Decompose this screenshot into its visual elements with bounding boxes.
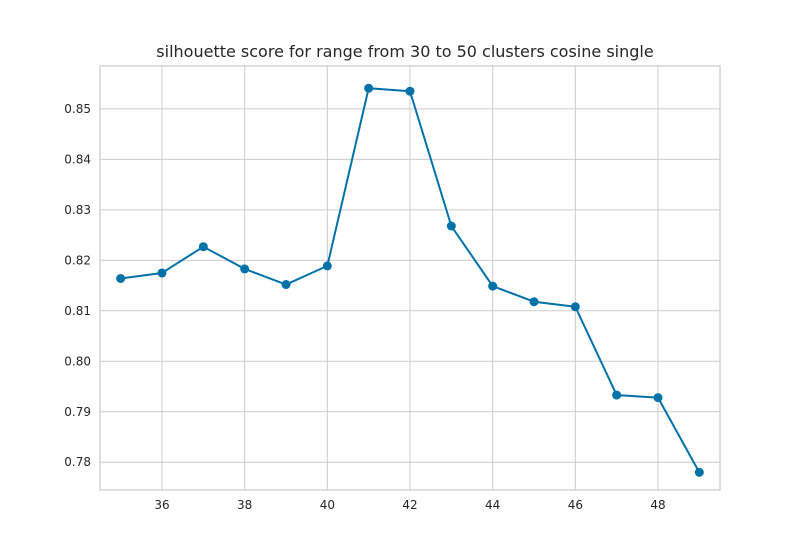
- data-point: [612, 390, 622, 400]
- x-tick-label: 40: [320, 498, 335, 512]
- data-point: [488, 281, 498, 291]
- x-tick-label: 48: [650, 498, 665, 512]
- data-point: [694, 467, 704, 477]
- chart-title: silhouette score for range from 30 to 50…: [156, 42, 653, 61]
- y-tick-label: 0.84: [64, 152, 91, 166]
- grid: [100, 66, 720, 490]
- y-tick-label: 0.79: [64, 405, 91, 419]
- x-tick-label: 44: [485, 498, 500, 512]
- y-tick-label: 0.81: [64, 304, 91, 318]
- x-tick-label: 46: [568, 498, 583, 512]
- data-point: [570, 302, 580, 312]
- y-tick-label: 0.85: [64, 102, 91, 116]
- axes-frame: [99, 65, 721, 491]
- data-point: [322, 261, 332, 271]
- y-tick-label: 0.80: [64, 354, 91, 368]
- data-point: [240, 264, 250, 274]
- data-point: [653, 393, 663, 403]
- data-point: [405, 86, 415, 96]
- x-tick-label: 36: [154, 498, 169, 512]
- data-point: [116, 274, 126, 284]
- y-tick-label: 0.78: [64, 455, 91, 469]
- data-point: [157, 268, 167, 278]
- data-point: [364, 83, 374, 93]
- data-point: [529, 297, 539, 307]
- data-point: [281, 280, 291, 290]
- data-point: [446, 221, 456, 231]
- tick-labels: 36 38 40 42 44 46 48 0.78 0.79 0.80 0.81 0.82 0.83 0.…: [64, 102, 665, 512]
- y-tick-label: 0.83: [64, 203, 91, 217]
- series-layer: [116, 83, 704, 477]
- x-tick-label: 38: [237, 498, 252, 512]
- y-tick-label: 0.82: [64, 253, 91, 267]
- x-tick-label: 42: [402, 498, 417, 512]
- data-point: [198, 242, 208, 252]
